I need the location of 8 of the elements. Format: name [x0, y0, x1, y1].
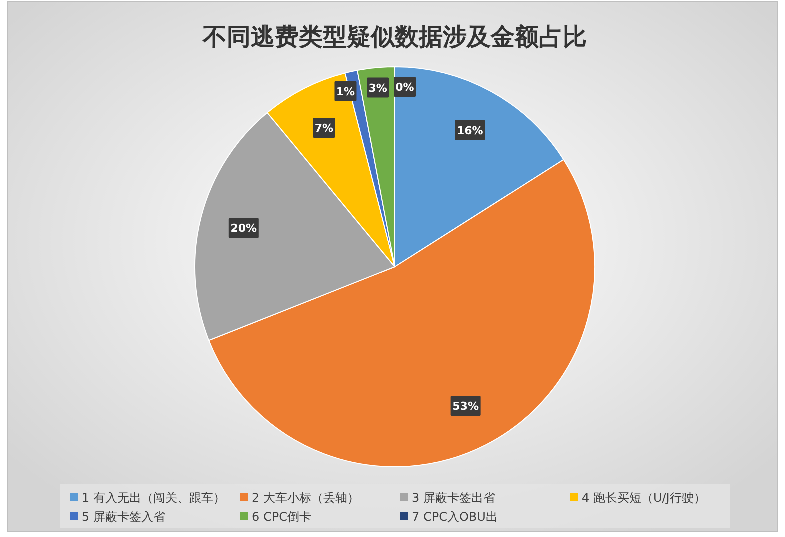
chart-title: 不同逃费类型疑似数据涉及金额占比: [202, 23, 587, 51]
data-label: 53%: [452, 400, 479, 413]
data-label: 3%: [368, 82, 388, 95]
data-label: 20%: [230, 222, 258, 236]
legend-label: 6 CPC倒卡: [252, 510, 312, 524]
data-label: 16%: [456, 124, 484, 138]
data-label: 7%: [314, 122, 334, 136]
data-label: 1%: [336, 85, 356, 98]
